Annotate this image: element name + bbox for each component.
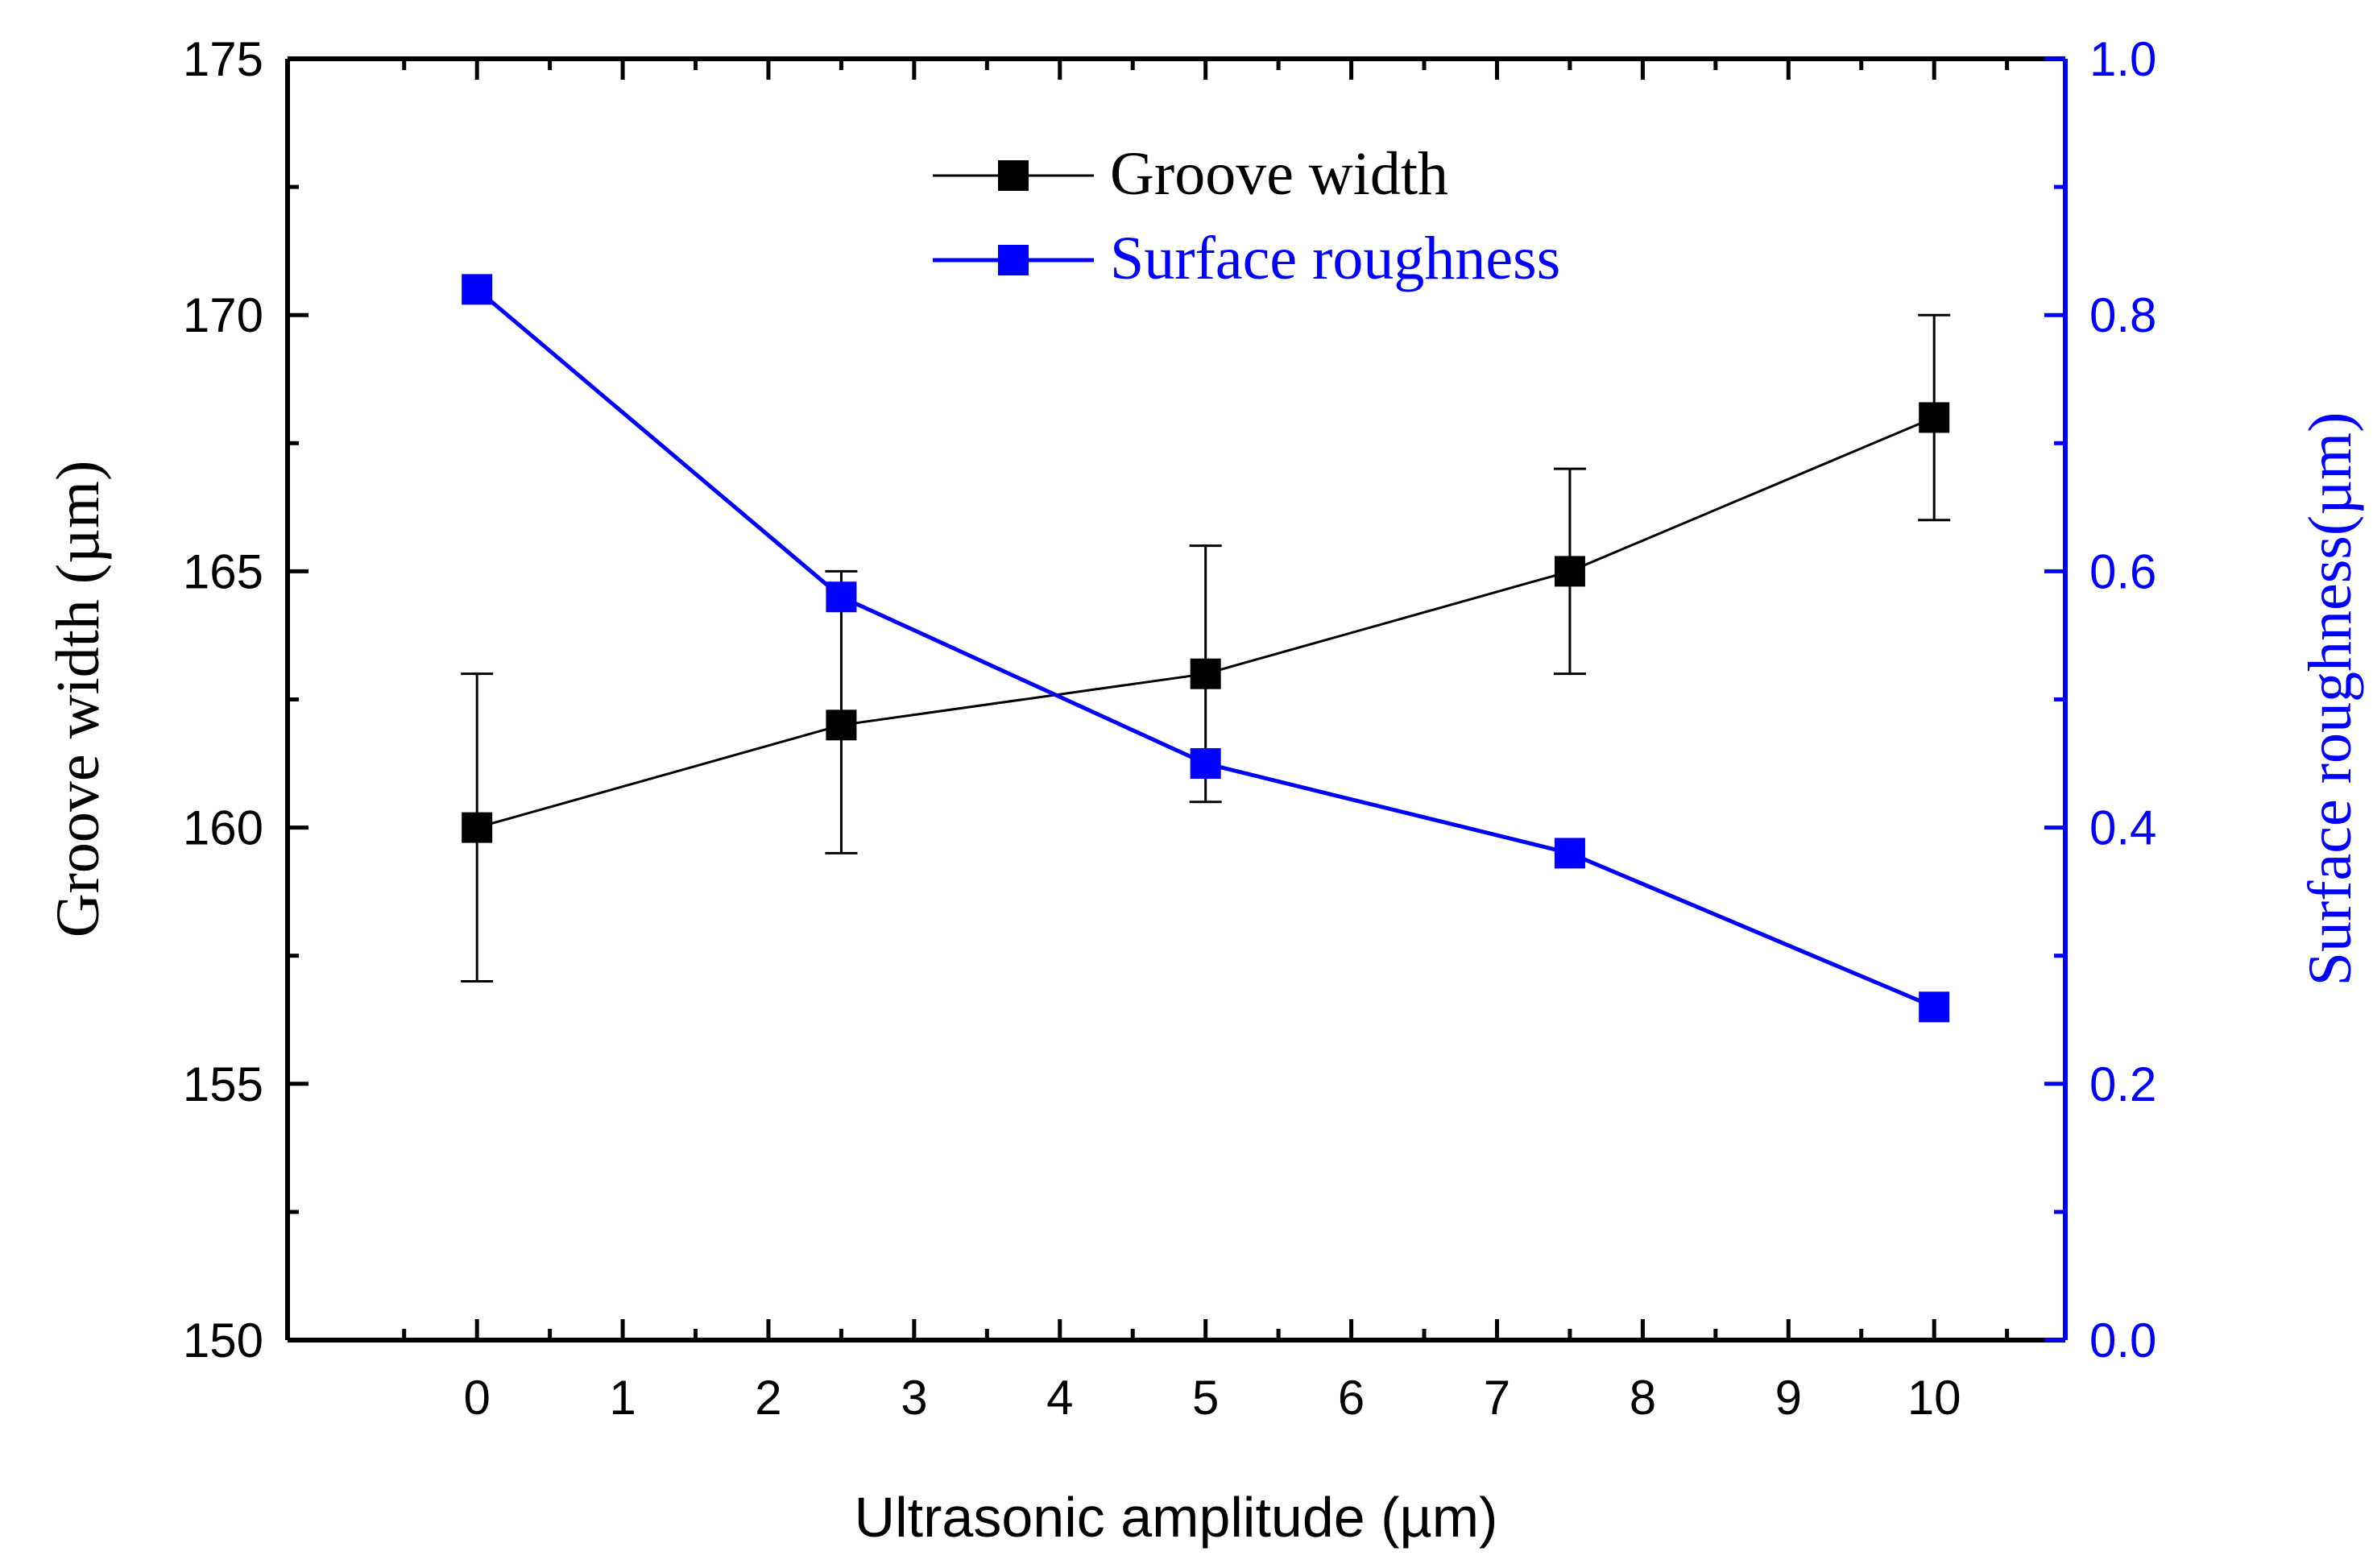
groove-width-point	[1919, 402, 1950, 433]
surface-roughness-point	[826, 581, 857, 613]
groove-width-point	[826, 710, 857, 741]
surface-roughness-point	[1554, 838, 1585, 869]
groove-width-point	[1554, 556, 1585, 587]
series-markers	[462, 274, 1950, 1023]
x-axis-ticks: 0 1 2 3 4 5 6 7 8 9 10	[402, 59, 2010, 1425]
x-tick-label: 6	[1338, 1371, 1365, 1425]
right-y-tick-label: 0.0	[2089, 1314, 2156, 1367]
legend-label-groove-width: Groove width	[1110, 140, 1448, 208]
legend-item-groove-width: Groove width	[933, 140, 1448, 208]
x-tick-label: 5	[1192, 1371, 1219, 1425]
x-axis-title: Ultrasonic amplitude (µm)	[855, 1486, 1498, 1549]
right-y-tick-label: 0.2	[2089, 1057, 2156, 1111]
x-tick-label: 0	[463, 1371, 490, 1425]
legend-marker-surface-roughness	[998, 245, 1029, 275]
right-y-axis-title: Surface roughness(µm)	[2296, 412, 2364, 987]
left-y-tick-label: 150	[183, 1314, 263, 1367]
left-y-axis-title: Groove width (µm)	[44, 461, 112, 938]
right-y-tick-label: 0.6	[2089, 544, 2156, 598]
surface-roughness-point	[1919, 991, 1950, 1023]
x-tick-label: 4	[1046, 1371, 1073, 1425]
surface-roughness-point	[1190, 748, 1221, 780]
right-y-tick-label: 0.8	[2089, 288, 2156, 342]
legend-item-surface-roughness: Surface roughness	[933, 225, 1560, 292]
right-y-tick-label: 1.0	[2089, 32, 2156, 86]
legend-label-surface-roughness: Surface roughness	[1110, 225, 1560, 292]
left-y-tick-label: 160	[183, 801, 263, 855]
groove-width-point	[462, 812, 493, 843]
left-y-tick-label: 155	[183, 1057, 263, 1111]
right-y-tick-label: 0.4	[2089, 801, 2156, 855]
legend-marker-groove-width	[998, 160, 1029, 191]
left-y-tick-label: 175	[183, 32, 263, 86]
groove-width-point	[1190, 658, 1221, 689]
x-tick-label: 8	[1630, 1371, 1656, 1425]
surface-roughness-point	[462, 274, 493, 305]
x-tick-label: 3	[901, 1371, 927, 1425]
right-y-axis-ticks: 0.0 0.2 0.4 0.6 0.8 1.0	[2044, 32, 2156, 1367]
x-tick-label: 1	[609, 1371, 636, 1425]
left-y-tick-label: 170	[183, 288, 263, 342]
legend: Groove width Surface roughness	[933, 140, 1560, 292]
left-y-tick-label: 165	[183, 544, 263, 598]
x-tick-label: 9	[1775, 1371, 1802, 1425]
x-tick-label: 2	[755, 1371, 781, 1425]
x-tick-label: 10	[1907, 1371, 1961, 1425]
x-tick-label: 7	[1484, 1371, 1510, 1425]
left-y-axis-ticks: 150 155 160 165 170 175	[183, 32, 309, 1367]
